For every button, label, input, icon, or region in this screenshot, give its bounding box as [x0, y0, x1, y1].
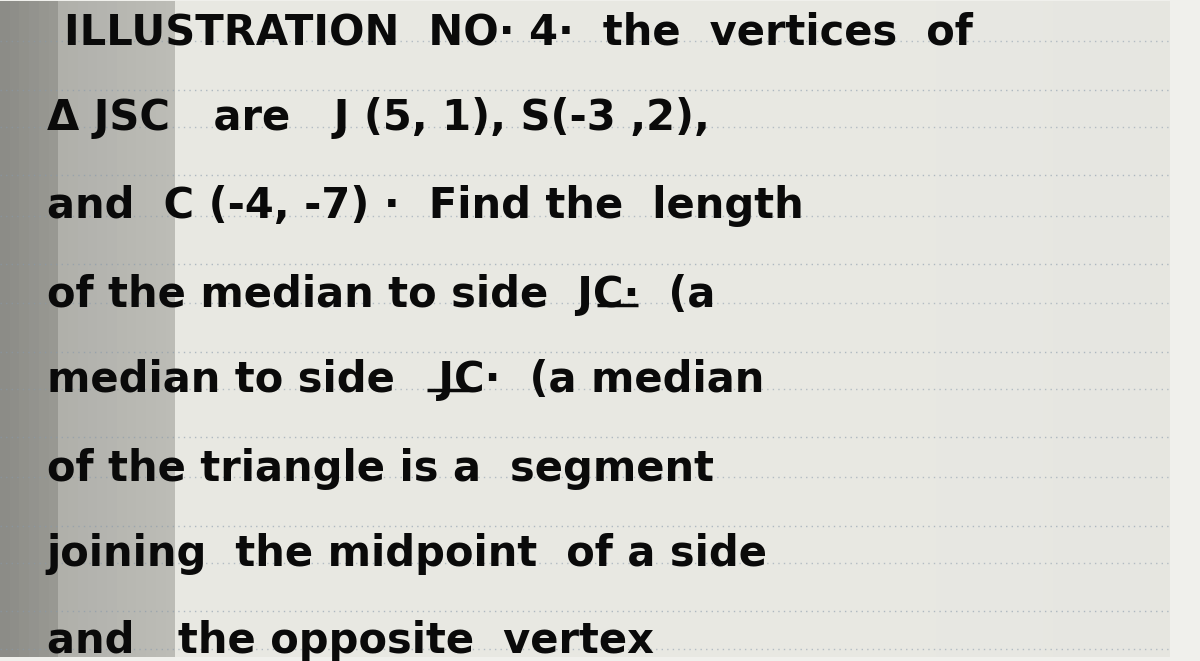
Text: Δ JSC   are   J (5, 1), S(-3 ,2),: Δ JSC are J (5, 1), S(-3 ,2), — [47, 97, 709, 139]
Text: joining  the midpoint  of a side: joining the midpoint of a side — [47, 533, 768, 575]
Text: of the median to side  JC·  (a: of the median to side JC· (a — [47, 274, 715, 316]
Text: ILLUSTRATION  NO· 4·  the  vertices  of: ILLUSTRATION NO· 4· the vertices of — [65, 12, 973, 54]
Text: and  C (-4, -7) ·  Find the  length: and C (-4, -7) · Find the length — [47, 186, 804, 227]
Text: of the triangle is a  segment: of the triangle is a segment — [47, 447, 714, 490]
Text: and   the opposite  vertex: and the opposite vertex — [47, 620, 654, 661]
Text: median to side   JC·  (a median: median to side JC· (a median — [47, 359, 764, 401]
